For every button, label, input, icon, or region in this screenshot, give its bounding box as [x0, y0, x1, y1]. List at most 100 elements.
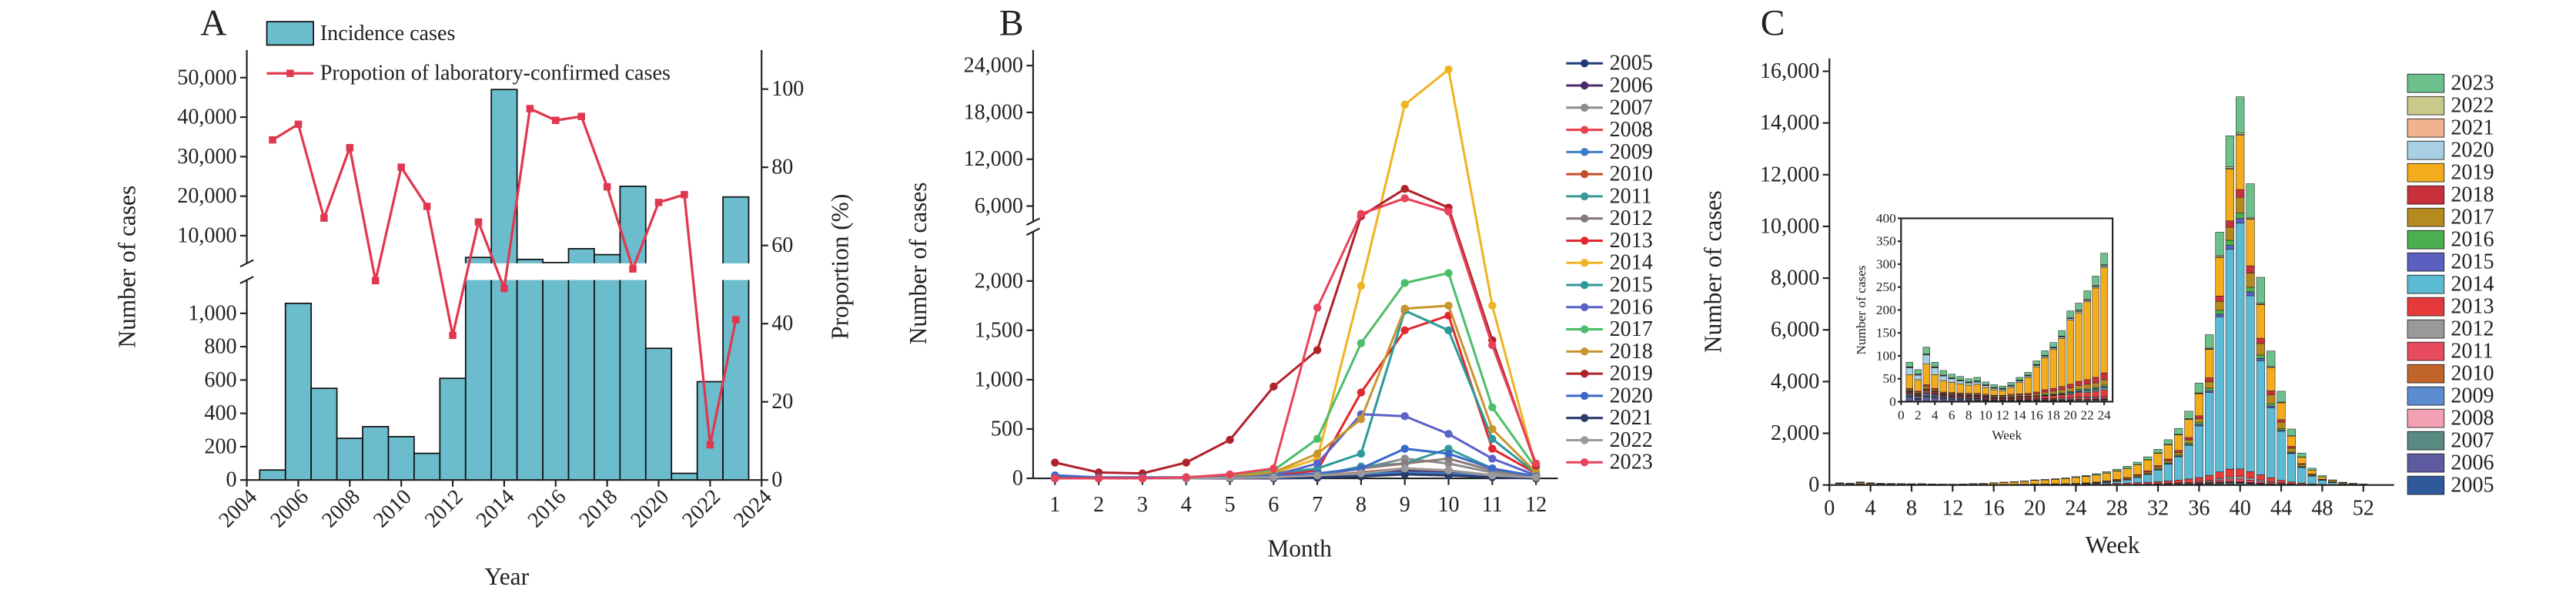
y-tick-label: 800 [204, 335, 236, 359]
line-marker [1488, 471, 1497, 480]
bar-segment [2184, 411, 2193, 419]
line-marker [1313, 459, 1322, 468]
line-marker [1357, 449, 1366, 458]
legend-label: Propotion of laboratory-confirmed cases [320, 62, 671, 85]
bar-segment [2083, 392, 2091, 397]
legend-swatch [2407, 96, 2445, 116]
line-marker [1444, 269, 1453, 277]
bar [594, 253, 621, 481]
bar-segment [2246, 273, 2255, 288]
legend-label: 2018 [1610, 340, 1653, 364]
bar-segment [2246, 183, 2255, 218]
bar-segment [1922, 354, 1930, 364]
x-tick-label: 4 [1181, 493, 1192, 517]
bar-segment [2092, 391, 2099, 397]
bar-segment [2066, 384, 2074, 388]
line-marker [1226, 435, 1234, 444]
bar-segment [2307, 475, 2317, 484]
bar-segment [2153, 448, 2163, 454]
x-tick-label: 52 [2353, 496, 2374, 520]
y-tick-label: 20,000 [177, 184, 236, 208]
bar-segment [2297, 452, 2307, 458]
bar-segment [2058, 330, 2066, 337]
line-marker [1226, 470, 1234, 479]
legend-marker [1580, 59, 1589, 68]
x-tick-label: 0 [1898, 407, 1905, 422]
bar-segment [2256, 277, 2266, 303]
x-tick-label: 22 [2080, 407, 2093, 422]
bar-segment [2225, 220, 2235, 228]
legend-swatch [2407, 408, 2445, 428]
bar-segment [1922, 386, 1930, 390]
bar-segment [2287, 448, 2297, 453]
bar-segment [2066, 387, 2074, 392]
line-marker [552, 116, 560, 125]
bar-segment [2277, 421, 2286, 429]
bar-segment [2246, 219, 2255, 267]
line-marker [1357, 469, 1366, 478]
line-marker [371, 277, 380, 285]
legend-swatch [2407, 431, 2445, 451]
inset-y-axis-title: Number of cases [1854, 265, 1868, 354]
bar-segment [1982, 387, 1989, 395]
bar-segment [2113, 481, 2122, 484]
y2-tick-label: 80 [771, 156, 793, 179]
x-tick-label: 40 [2230, 496, 2251, 520]
bar-segment [2236, 213, 2245, 219]
bar-segment [2246, 480, 2255, 483]
bar-segment [1922, 364, 1930, 385]
bar-segment [2032, 366, 2040, 393]
y2-tick-label: 40 [771, 312, 793, 336]
bar-segment [2225, 240, 2235, 246]
bar-segment [2287, 446, 2297, 449]
bar-segment [2083, 301, 2091, 380]
line-marker [449, 331, 457, 340]
bar-segment [2256, 358, 2266, 361]
bar-segment [2051, 478, 2060, 480]
x-tick-label: 36 [2188, 496, 2210, 520]
bar-segment [1999, 482, 2009, 485]
bar-segment [2215, 232, 2224, 256]
bar [259, 469, 286, 481]
legend-marker [1580, 81, 1589, 90]
bar-segment [2143, 471, 2153, 474]
y-tick-label: 2,000 [975, 269, 1023, 293]
bar [722, 196, 750, 481]
bar-segment [2051, 479, 2060, 484]
line-marker [1182, 458, 1190, 467]
bar-segment [2267, 391, 2276, 395]
legend-label: 2019 [1610, 362, 1653, 386]
legend-label: 2019 [2451, 161, 2494, 185]
bar-segment [2205, 387, 2214, 391]
legend-swatch [2407, 274, 2445, 294]
bar [284, 302, 313, 481]
line-marker [1444, 466, 1453, 474]
legend-label: 2020 [1610, 384, 1653, 407]
line-marker [1488, 340, 1497, 350]
legend-swatch [2407, 475, 2445, 495]
line-marker [1138, 474, 1147, 483]
axis-break-mark [1025, 217, 1041, 226]
bar-segment [2083, 290, 2091, 300]
legend-label: 2015 [2451, 250, 2494, 274]
y2-tick-label: 20 [771, 390, 793, 414]
y-tick-label: 600 [204, 368, 236, 392]
bar-segment [2061, 478, 2070, 484]
y-tick-label: 300 [1876, 256, 1896, 271]
line-marker [1051, 474, 1059, 483]
bar-segment [2246, 291, 2255, 297]
line-marker [320, 214, 328, 222]
y-tick-label: 6,000 [1771, 318, 1819, 342]
legend-label: 2016 [2451, 228, 2494, 252]
legend-label: 2009 [1610, 140, 1653, 164]
x-tick-label: 24 [2097, 407, 2111, 422]
x-tick-label: 10 [1437, 493, 1459, 517]
bar-segment [2041, 350, 2049, 356]
legend-swatch [2407, 297, 2445, 317]
bar-segment [2163, 439, 2173, 445]
line-marker [526, 105, 534, 112]
line-marker [1270, 382, 1278, 391]
bar-segment [2287, 481, 2297, 484]
bar-segment [2215, 479, 2224, 483]
bar-segment [2092, 382, 2099, 388]
